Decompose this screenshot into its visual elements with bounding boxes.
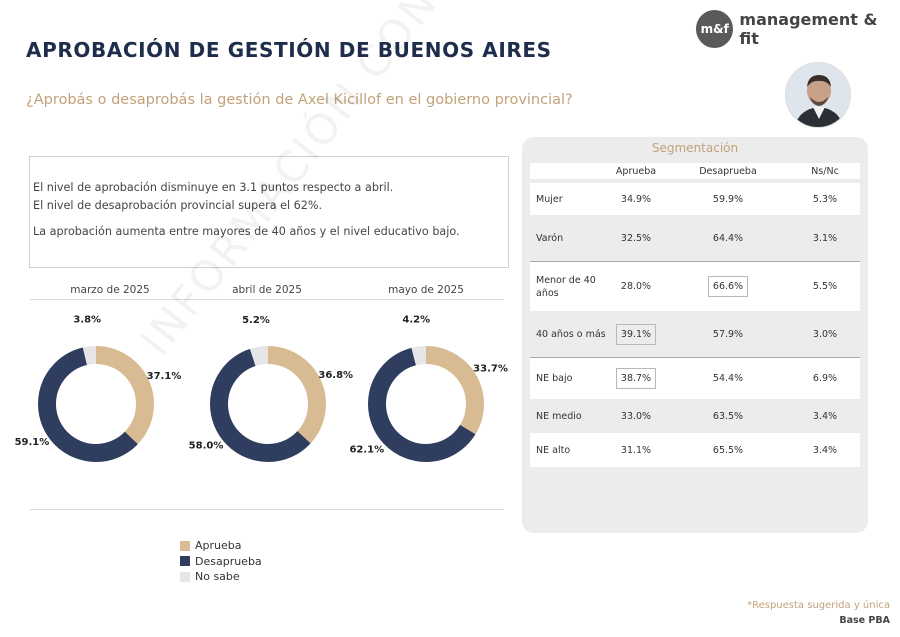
segmentation-table: Aprueba Desaprueba Ns/Nc Mujer 34.9% 59.… bbox=[530, 163, 860, 467]
row-label: Varón bbox=[536, 232, 564, 244]
table-cell: 57.9% bbox=[712, 328, 744, 340]
legend-label: Aprueba bbox=[195, 539, 242, 553]
donut-chart-3: 33.7% 62.1% 4.2% bbox=[349, 315, 508, 462]
page-subtitle: ¿Aprobás o desaprobás la gestión de Axel… bbox=[26, 92, 573, 108]
header-cell: Aprueba bbox=[615, 165, 657, 177]
segmentation-card: Segmentación Aprueba Desaprueba Ns/Nc Mu… bbox=[522, 137, 868, 533]
legend-swatch-aprueba bbox=[180, 540, 190, 551]
legend-item-desaprueba: Desaprueba bbox=[180, 554, 262, 570]
row-label: NE medio bbox=[536, 410, 582, 422]
donut-data-label: 3.8% bbox=[73, 315, 101, 326]
legend-label: No sabe bbox=[195, 570, 240, 584]
table-cell: 54.4% bbox=[712, 373, 744, 384]
table-cell: 38.7% bbox=[615, 368, 657, 389]
summary-line-2: El nivel de desaprobación provincial sup… bbox=[33, 199, 323, 212]
table-cell: 59.9% bbox=[712, 193, 744, 205]
donut-slice-desaprueba bbox=[38, 346, 154, 462]
header-cell: Ns/Nc bbox=[811, 165, 839, 177]
table-row: NE bajo 38.7% 54.4% 6.9% bbox=[530, 357, 860, 399]
legend-label: Desaprueba bbox=[195, 554, 262, 568]
table-cell-highlight: 39.1% bbox=[606, 323, 666, 345]
table-cell: 32.5% bbox=[620, 232, 652, 244]
legend-swatch-desaprueba bbox=[180, 556, 190, 567]
row-label: NE bajo bbox=[536, 373, 573, 384]
donut-data-label: 5.2% bbox=[242, 315, 270, 326]
summary-line-1: El nivel de aprobación disminuye en 3.1 … bbox=[33, 181, 394, 194]
donut-slice-desaprueba bbox=[368, 346, 484, 462]
logo-text: management & fit bbox=[739, 10, 878, 48]
donut-slice-no-sabe bbox=[210, 346, 326, 462]
avatar bbox=[785, 62, 851, 128]
row-label: Menor de 40 años bbox=[536, 274, 596, 299]
logo-badge-icon: m&f bbox=[696, 10, 734, 48]
legend-item-aprueba: Aprueba bbox=[180, 538, 262, 554]
donut-slice-no-sabe bbox=[368, 346, 484, 462]
row-label: NE alto bbox=[536, 444, 571, 456]
page-title: APROBACIÓN DE GESTIÓN DE BUENOS AIRES bbox=[26, 38, 552, 62]
table-cell: 3.4% bbox=[812, 444, 838, 456]
footnote: *Respuesta sugerida y única bbox=[747, 600, 890, 611]
table-row: Mujer 34.9% 59.9% 5.3% bbox=[530, 183, 860, 215]
table-cell: 65.5% bbox=[712, 444, 744, 456]
table-cell: 39.1% bbox=[615, 323, 657, 345]
month-labels: marzo de 2025 abril de 2025 mayo de 2025 bbox=[30, 284, 504, 300]
donut-data-label: 59.1% bbox=[15, 437, 50, 448]
base-note: Base PBA bbox=[839, 615, 890, 626]
table-row: NE medio 33.0% 63.5% 3.4% bbox=[530, 399, 860, 433]
row-label: Mujer bbox=[536, 193, 563, 205]
table-row: 40 años o más 39.1% 57.9% 3.0% bbox=[530, 311, 860, 357]
table-cell: 5.5% bbox=[812, 281, 838, 292]
legend-item-nosabe: No sabe bbox=[180, 569, 262, 585]
chart-legend: Aprueba Desaprueba No sabe bbox=[180, 538, 262, 585]
legend-swatch-nosabe bbox=[180, 571, 190, 582]
donut-slice-desaprueba bbox=[210, 346, 326, 462]
table-cell: 3.1% bbox=[812, 232, 838, 244]
table-cell-highlight: 66.6% bbox=[666, 276, 790, 297]
table-cell: 64.4% bbox=[712, 232, 744, 244]
table-cell-highlight: 38.7% bbox=[606, 368, 666, 389]
table-row: Varón 32.5% 64.4% 3.1% bbox=[530, 215, 860, 261]
donut-data-label: 33.7% bbox=[473, 364, 508, 375]
table-cell: 31.1% bbox=[620, 444, 652, 456]
summary-line-3: La aprobación aumenta entre mayores de 4… bbox=[33, 225, 460, 238]
donut-chart-2: 36.8% 58.0% 5.2% bbox=[189, 315, 353, 462]
month-label-3: mayo de 2025 bbox=[388, 284, 464, 296]
summary-box: El nivel de aprobación disminuye en 3.1 … bbox=[29, 156, 509, 268]
table-cell: 63.5% bbox=[712, 410, 744, 422]
table-cell: 33.0% bbox=[620, 410, 652, 422]
donut-data-label: 36.8% bbox=[318, 370, 353, 381]
table-row: Menor de 40 años 28.0% 66.6% 5.5% bbox=[530, 261, 860, 311]
brand-logo: m&f management & fit bbox=[696, 10, 900, 48]
donut-data-label: 37.1% bbox=[147, 371, 182, 382]
table-cell: 5.3% bbox=[812, 193, 838, 205]
month-label-1: marzo de 2025 bbox=[70, 284, 150, 296]
table-cell: 34.9% bbox=[620, 193, 652, 205]
table-header: Aprueba Desaprueba Ns/Nc bbox=[530, 163, 860, 179]
table-row: NE alto 31.1% 65.5% 3.4% bbox=[530, 433, 860, 467]
donut-data-label: 4.2% bbox=[402, 315, 430, 326]
table-cell: 3.0% bbox=[812, 328, 838, 340]
table-cell: 66.6% bbox=[707, 276, 749, 297]
month-label-2: abril de 2025 bbox=[232, 284, 302, 296]
donut-slice-no-sabe bbox=[38, 346, 154, 462]
row-label: 40 años o más bbox=[536, 328, 606, 340]
table-cell: 6.9% bbox=[812, 373, 838, 384]
donut-charts: 37.1% 59.1% 3.8% 36.8% 58.0% 5.2% 33.7% 62.1% 4.… bbox=[15, 315, 508, 462]
table-cell: 28.0% bbox=[620, 281, 652, 292]
header-cell: Desaprueba bbox=[699, 165, 757, 177]
donut-chart-1: 37.1% 59.1% 3.8% bbox=[15, 315, 182, 462]
donut-data-label: 62.1% bbox=[349, 444, 384, 455]
divider bbox=[30, 509, 504, 510]
table-cell: 3.4% bbox=[812, 410, 838, 422]
segmentation-title: Segmentación bbox=[651, 141, 739, 155]
donut-data-label: 58.0% bbox=[189, 440, 224, 451]
